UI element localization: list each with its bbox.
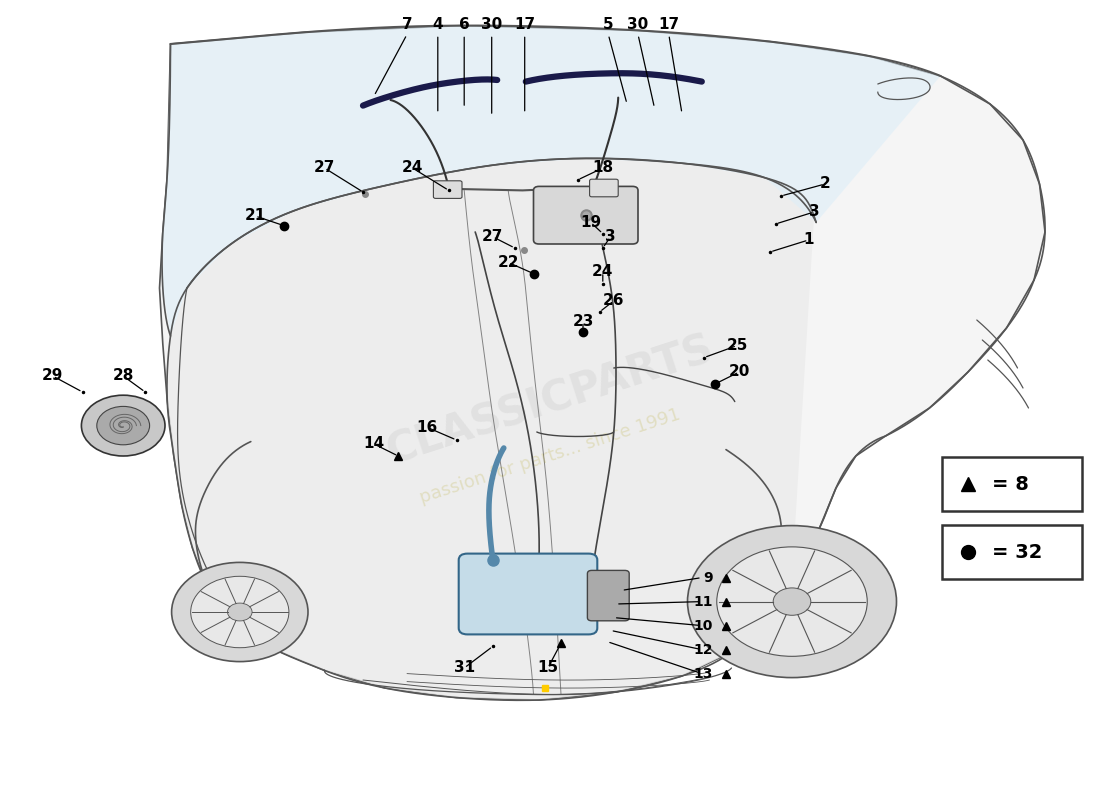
Text: 16: 16 bbox=[416, 420, 438, 434]
Circle shape bbox=[773, 588, 811, 615]
Text: 28: 28 bbox=[112, 369, 134, 383]
Text: 9: 9 bbox=[703, 570, 713, 585]
Circle shape bbox=[81, 395, 165, 456]
Text: 11: 11 bbox=[693, 594, 713, 609]
Text: 1: 1 bbox=[803, 233, 814, 247]
Circle shape bbox=[717, 547, 867, 656]
Text: 14: 14 bbox=[363, 437, 385, 451]
Text: 21: 21 bbox=[244, 209, 266, 223]
Text: 19: 19 bbox=[580, 215, 602, 230]
FancyBboxPatch shape bbox=[587, 570, 629, 621]
Text: CLASSICPARTS: CLASSICPARTS bbox=[381, 327, 719, 473]
Text: 3: 3 bbox=[808, 205, 820, 219]
FancyBboxPatch shape bbox=[433, 181, 462, 198]
FancyBboxPatch shape bbox=[942, 457, 1082, 511]
Text: 20: 20 bbox=[728, 365, 750, 379]
Text: 27: 27 bbox=[314, 161, 336, 175]
Text: 26: 26 bbox=[603, 294, 625, 308]
Text: 22: 22 bbox=[497, 255, 519, 270]
Text: passion for parts... since 1991: passion for parts... since 1991 bbox=[417, 406, 683, 506]
Text: 29: 29 bbox=[42, 369, 64, 383]
Circle shape bbox=[190, 576, 289, 648]
Text: 12: 12 bbox=[693, 642, 713, 657]
Text: 2: 2 bbox=[820, 177, 830, 191]
Text: 15: 15 bbox=[537, 661, 559, 675]
FancyBboxPatch shape bbox=[534, 186, 638, 244]
Circle shape bbox=[172, 562, 308, 662]
Text: 24: 24 bbox=[592, 265, 614, 279]
Text: 17: 17 bbox=[658, 17, 680, 32]
Text: 18: 18 bbox=[592, 161, 614, 175]
Text: 30: 30 bbox=[481, 17, 503, 32]
Text: 7: 7 bbox=[402, 17, 412, 32]
Text: 23: 23 bbox=[572, 314, 594, 329]
Polygon shape bbox=[163, 26, 940, 336]
Text: 30: 30 bbox=[627, 17, 649, 32]
Polygon shape bbox=[167, 158, 814, 700]
Polygon shape bbox=[160, 26, 1045, 700]
FancyBboxPatch shape bbox=[459, 554, 597, 634]
Text: 24: 24 bbox=[402, 161, 424, 175]
Circle shape bbox=[228, 603, 252, 621]
Text: 10: 10 bbox=[693, 618, 713, 633]
Circle shape bbox=[97, 406, 150, 445]
Text: 25: 25 bbox=[726, 338, 748, 353]
FancyBboxPatch shape bbox=[590, 179, 618, 197]
Text: = 8: = 8 bbox=[992, 474, 1030, 494]
Text: 17: 17 bbox=[514, 17, 536, 32]
Text: 3: 3 bbox=[605, 230, 616, 244]
Text: 31: 31 bbox=[453, 661, 475, 675]
Text: = 32: = 32 bbox=[992, 542, 1043, 562]
Text: 6: 6 bbox=[459, 17, 470, 32]
Circle shape bbox=[688, 526, 896, 678]
Text: 4: 4 bbox=[432, 17, 443, 32]
Text: 27: 27 bbox=[482, 230, 504, 244]
Text: 13: 13 bbox=[693, 666, 713, 681]
Text: 5: 5 bbox=[603, 17, 614, 32]
FancyBboxPatch shape bbox=[942, 525, 1082, 579]
